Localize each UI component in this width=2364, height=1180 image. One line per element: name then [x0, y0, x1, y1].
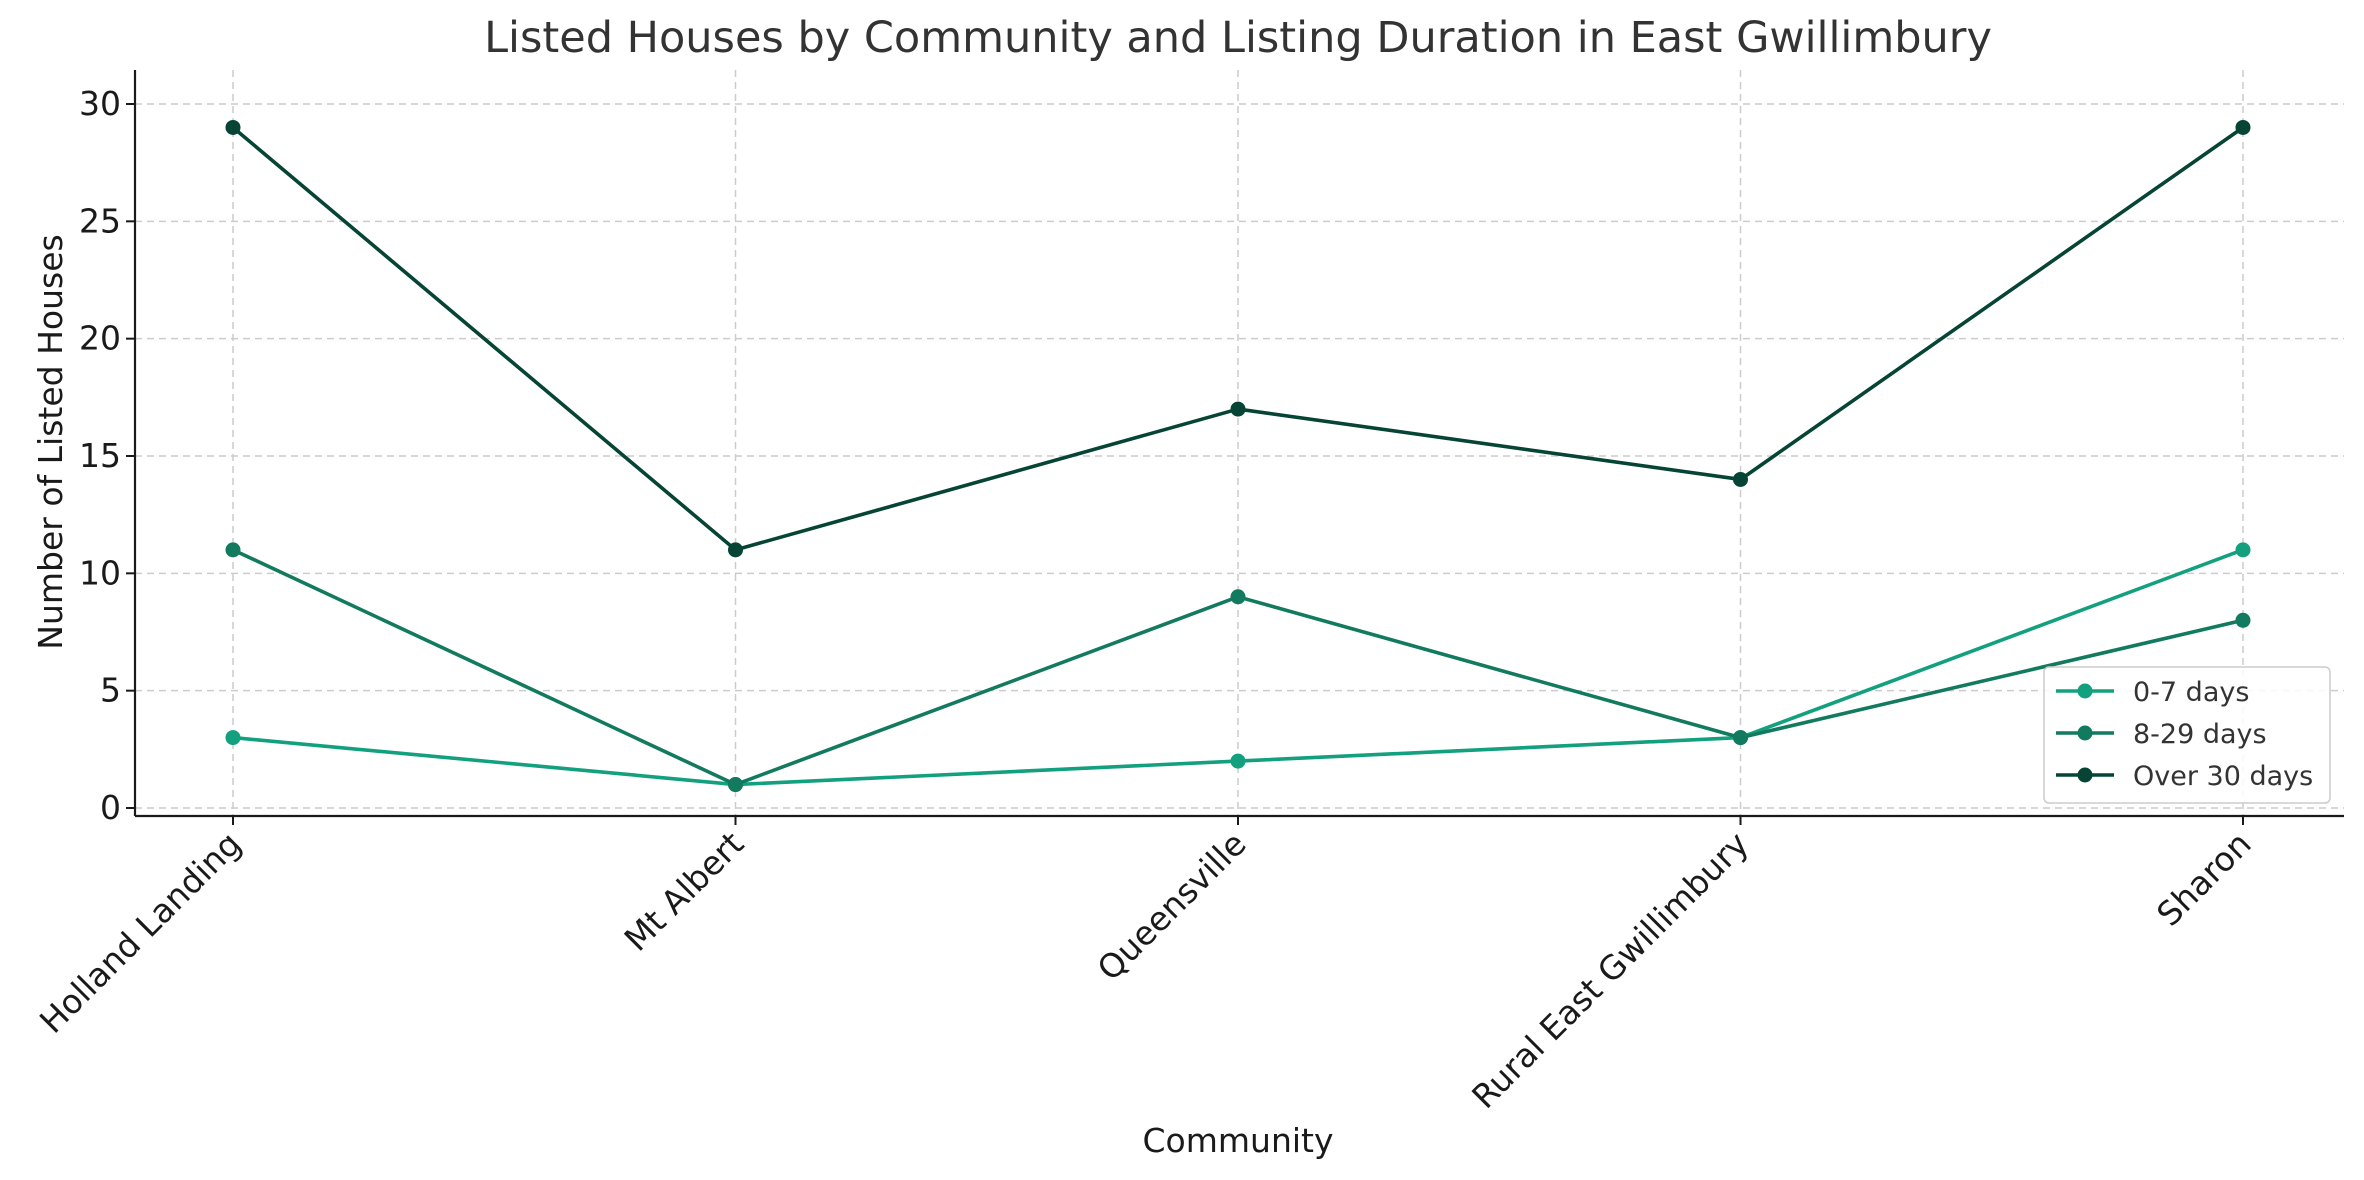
series-8-29-days — [225, 542, 2251, 793]
legend-marker — [2077, 725, 2093, 741]
axes — [126, 70, 2344, 825]
data-point — [1230, 401, 1246, 417]
data-point — [225, 730, 241, 746]
data-point — [2235, 119, 2251, 135]
legend-marker — [2077, 683, 2093, 699]
y-tick-label: 15 — [79, 436, 121, 475]
data-point — [2235, 612, 2251, 628]
y-tick-label: 25 — [79, 201, 121, 240]
y-axis-label: Number of Listed Houses — [31, 234, 70, 649]
series-over-30-days — [225, 119, 2251, 558]
legend-box — [2043, 666, 2331, 804]
x-tick-label: Queensville — [1090, 824, 1254, 988]
data-point — [2235, 542, 2251, 558]
y-tick-label: 20 — [79, 319, 121, 358]
data-point — [728, 777, 743, 793]
x-tick-label: Rural East Gwillimbury — [1464, 824, 1756, 1116]
data-point — [1733, 730, 1748, 746]
legend-item: 8-29 days — [2056, 719, 2267, 750]
x-tick-label: Mt Albert — [617, 824, 752, 959]
legend-item: Over 30 days — [2056, 761, 2313, 792]
data-point — [1733, 471, 1748, 487]
x-axis-label: Community — [1143, 1121, 1334, 1160]
data-point — [225, 119, 241, 135]
y-tick-label: 10 — [79, 553, 121, 592]
data-point — [225, 542, 241, 558]
legend-item: 0-7 days — [2056, 677, 2249, 708]
legend: 0-7 days 8-29 days Over 30 days — [2043, 666, 2331, 804]
grid — [135, 70, 2344, 816]
series-line — [232, 548, 2244, 787]
data-point — [1230, 753, 1246, 769]
chart-title: Listed Houses by Community and Listing D… — [484, 13, 1992, 63]
y-tick-label: 0 — [100, 788, 121, 827]
legend-label: 8-29 days — [2133, 719, 2267, 750]
series-group — [225, 119, 2251, 793]
x-tick-label: Holland Landing — [32, 824, 249, 1041]
y-tick-label: 30 — [79, 84, 121, 123]
data-point — [1230, 589, 1246, 605]
legend-label: 0-7 days — [2133, 677, 2249, 708]
legend-marker — [2077, 767, 2093, 783]
data-point — [728, 542, 743, 558]
series-line — [232, 548, 2244, 787]
x-tick-label: Sharon — [2149, 824, 2259, 934]
legend-label: Over 30 days — [2133, 761, 2313, 792]
y-tick-label: 5 — [100, 671, 121, 710]
